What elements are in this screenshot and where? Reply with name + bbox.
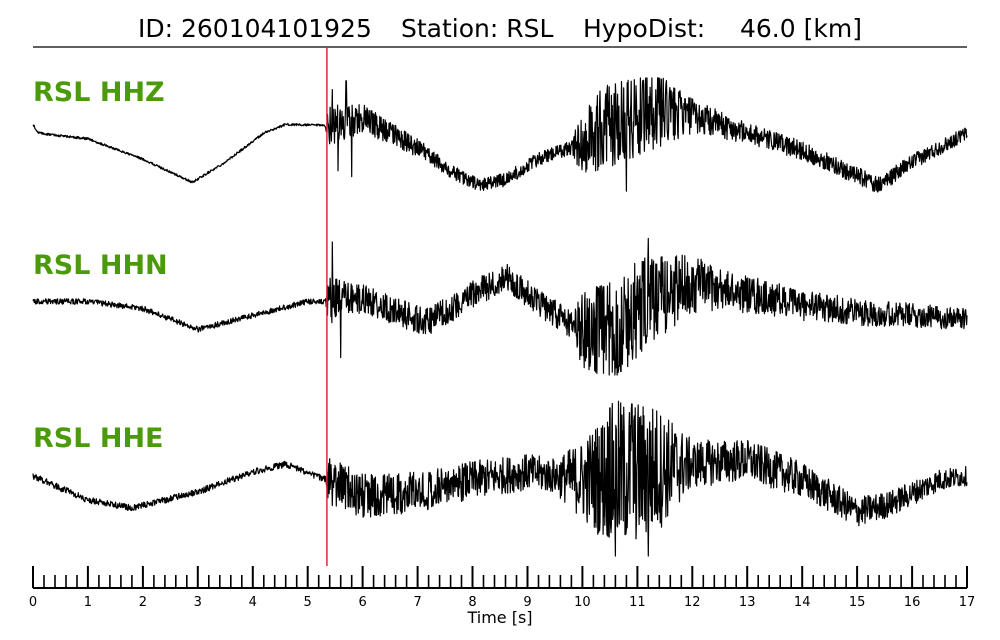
chart-title: ID: 260104101925 Station: RSL HypoDist: … [138, 14, 862, 43]
trace-rsl-hhn [32, 237, 968, 376]
tick-label: 2 [139, 595, 147, 610]
tick-label: 12 [684, 595, 701, 610]
hypodist-value: 46.0 [km] [740, 14, 862, 43]
trace-group [32, 77, 968, 557]
tick-label: 4 [249, 595, 257, 610]
tick-label: 5 [304, 595, 312, 610]
tick-label: 16 [904, 595, 921, 610]
tick-label: 13 [739, 595, 756, 610]
time-axis: 0 1 2 3 4 5 6 7 8 9 10 11 12 13 14 15 16 17 Time [s] [29, 566, 975, 627]
tick-label: 10 [574, 595, 591, 610]
tick-label: 1 [84, 595, 92, 610]
tick-label: 3 [194, 595, 202, 610]
channel-label-hhn: RSL HHN [33, 250, 168, 281]
tick-label: 11 [629, 595, 646, 610]
tick-label: 9 [523, 595, 531, 610]
time-axis-tick-labels: 0 1 2 3 4 5 6 7 8 9 10 11 12 13 14 15 16 17 [29, 595, 975, 610]
tick-label: 0 [29, 595, 37, 610]
x-axis-label: Time [s] [466, 608, 532, 627]
time-axis-ticks [32, 566, 968, 588]
event-id-text: ID: 260104101925 [138, 14, 372, 43]
trace-rsl-hhz [32, 77, 968, 193]
tick-label: 15 [849, 595, 866, 610]
tick-label: 17 [959, 595, 976, 610]
trace-rsl-hhe [32, 400, 968, 557]
channel-labels: RSL HHZ RSL HHN RSL HHE [33, 77, 168, 454]
channel-label-hhe: RSL HHE [33, 423, 163, 454]
tick-label: 7 [413, 595, 421, 610]
tick-label: 6 [358, 595, 366, 610]
station-text: Station: RSL [401, 14, 553, 43]
tick-label: 14 [794, 595, 811, 610]
tick-label: 8 [468, 595, 476, 610]
channel-label-hhz: RSL HHZ [33, 77, 165, 108]
hypodist-label: HypoDist: [583, 14, 705, 43]
